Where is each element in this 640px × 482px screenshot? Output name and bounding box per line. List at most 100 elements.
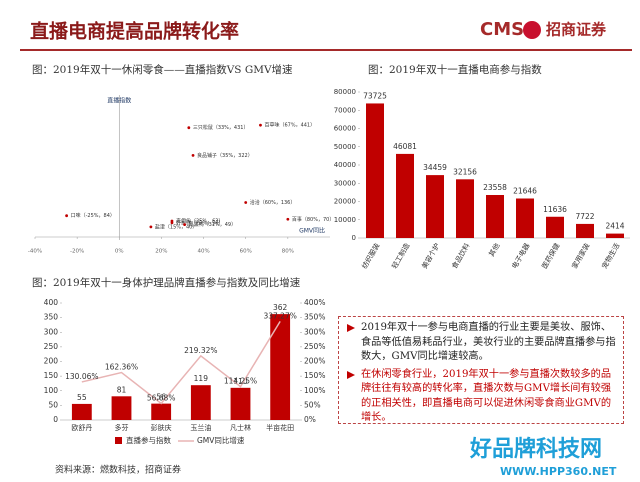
bar bbox=[366, 103, 384, 238]
y-tick-label: 80000 bbox=[334, 88, 356, 96]
brand: 招商证券 bbox=[546, 21, 607, 39]
y2-tick-label: 350% bbox=[304, 313, 325, 322]
y2-tick-label: 250% bbox=[304, 342, 325, 351]
point-label: 盐津（15%，40） bbox=[155, 223, 197, 230]
value-label: 110 bbox=[233, 377, 248, 386]
x-tick-label: 电子电器 bbox=[510, 242, 532, 271]
y2-tick-label: 300% bbox=[304, 327, 325, 336]
y-tick-label: 100 bbox=[44, 386, 59, 395]
value-label: 32156 bbox=[453, 167, 477, 176]
value-label: 11636 bbox=[543, 205, 567, 214]
watermark: 好品牌科技网 bbox=[469, 436, 602, 462]
bar bbox=[606, 233, 624, 238]
y2-tick-label: 200% bbox=[304, 357, 325, 366]
axis-label: 直播指数 bbox=[107, 97, 131, 105]
x-tick-label: 纺织服装 bbox=[360, 242, 382, 271]
watermark-url: WWW.HPP360.NET bbox=[500, 465, 617, 478]
point bbox=[65, 214, 69, 218]
line-label: 56.68% bbox=[147, 393, 176, 402]
value-label: 73725 bbox=[363, 91, 387, 100]
x-tick-label: 20% bbox=[155, 249, 167, 255]
line bbox=[81, 320, 281, 405]
bar bbox=[486, 195, 504, 238]
x-tick-label: 食品饮料 bbox=[450, 242, 472, 271]
point bbox=[170, 221, 174, 225]
logo-icon bbox=[523, 21, 541, 39]
point-label: 洽洽（60%，136） bbox=[250, 199, 296, 206]
value-label: 56 bbox=[156, 393, 166, 402]
line-label: 130.06% bbox=[65, 372, 98, 381]
x-tick-label: 家用家装 bbox=[570, 242, 592, 271]
y-tick-label: 400 bbox=[44, 298, 59, 307]
legend-label: 直播参与指数 bbox=[126, 435, 171, 445]
chart-title: 图：2019年双十一休闲零食——直播指数VS GMV增速 bbox=[32, 63, 293, 76]
y-tick-label: 200 bbox=[44, 357, 59, 366]
x-tick-label: 轻工制造 bbox=[390, 242, 412, 271]
point-label: 周黑鸭（31%，49） bbox=[189, 221, 236, 228]
value-label: 362 bbox=[273, 303, 288, 312]
point bbox=[191, 153, 195, 157]
value-label: 21646 bbox=[513, 186, 537, 195]
value-label: 23558 bbox=[483, 183, 507, 192]
value-label: 46081 bbox=[393, 142, 417, 151]
logo: CMS bbox=[480, 19, 524, 40]
y-tick-label: 30000 bbox=[334, 179, 356, 187]
point-label: 良品铺子（35%，322） bbox=[197, 152, 253, 159]
point-label: 来伊份（25%，63） bbox=[176, 218, 223, 225]
point bbox=[244, 201, 248, 204]
y-tick-label: 20000 bbox=[334, 198, 356, 206]
x-tick-label: 欧舒丹 bbox=[71, 423, 92, 432]
x-tick-label: 80% bbox=[282, 249, 294, 255]
x-tick-label: 凡士林 bbox=[230, 423, 251, 432]
legend-label: GMV同比增速 bbox=[197, 435, 245, 445]
bar bbox=[426, 175, 444, 238]
x-tick-label: 医药保健 bbox=[540, 242, 562, 271]
point-label: 百草味（67%，441） bbox=[264, 122, 315, 129]
x-tick-label: 半亩花田 bbox=[266, 423, 294, 432]
y2-tick-label: 0% bbox=[304, 415, 316, 424]
x-tick-label: 40% bbox=[197, 249, 209, 255]
bar bbox=[396, 153, 414, 238]
y-tick-label: 350 bbox=[44, 313, 59, 322]
y2-tick-label: 400% bbox=[304, 298, 325, 307]
x-tick-label: 彭肤庆 bbox=[151, 423, 172, 432]
line-label: 114.25% bbox=[224, 377, 257, 386]
point bbox=[259, 123, 262, 127]
page-title: 直播电商提高品牌转化率 bbox=[30, 20, 239, 43]
y-tick-label: 50000 bbox=[334, 143, 356, 151]
y2-tick-label: 150% bbox=[304, 371, 325, 380]
y-tick-label: 40000 bbox=[334, 161, 356, 169]
bar bbox=[111, 396, 132, 420]
point bbox=[187, 126, 191, 130]
bar bbox=[270, 314, 291, 420]
value-label: 55 bbox=[77, 393, 87, 402]
y-tick-label: 0 bbox=[53, 415, 58, 424]
note: 2019年双十一参与电商直播的行业主要是美妆、服饰、食品等低值易耗品行业，美妆行… bbox=[347, 321, 617, 365]
x-tick-label: 美容个护 bbox=[420, 242, 442, 271]
y-tick-label: 250 bbox=[44, 342, 59, 351]
value-label: 81 bbox=[117, 385, 127, 394]
point-label: 百事（80%，70） bbox=[292, 216, 334, 223]
x-tick-label: 其他 bbox=[487, 242, 502, 259]
bar bbox=[230, 387, 251, 420]
x-tick-label: -40% bbox=[28, 249, 42, 255]
bar bbox=[576, 223, 594, 238]
value-label: 7722 bbox=[575, 212, 594, 221]
bar bbox=[190, 385, 211, 420]
point bbox=[149, 225, 153, 229]
y2-tick-label: 100% bbox=[304, 386, 325, 395]
value-label: 119 bbox=[194, 374, 209, 383]
legend-swatch bbox=[115, 437, 122, 444]
x-tick-label: 玉兰油 bbox=[190, 423, 211, 432]
line-label: 337.27% bbox=[263, 311, 296, 320]
bar bbox=[546, 216, 564, 238]
y-tick-label: 50 bbox=[48, 400, 58, 409]
note: 在休闲零食行业，2019年双十一参与直播次数较多的品牌往往有较高的转化率，直播次… bbox=[347, 368, 617, 423]
source: 资料来源：燃数科技，招商证券 bbox=[55, 464, 181, 476]
y-tick-label: 70000 bbox=[334, 106, 356, 114]
y2-tick-label: 50% bbox=[304, 400, 321, 409]
value-label: 2414 bbox=[605, 222, 624, 231]
point-label: 口味（-25%，84） bbox=[71, 212, 115, 219]
chart-title: 图：2019年双十一身体护理品牌直播参与指数及同比增速 bbox=[32, 276, 301, 289]
